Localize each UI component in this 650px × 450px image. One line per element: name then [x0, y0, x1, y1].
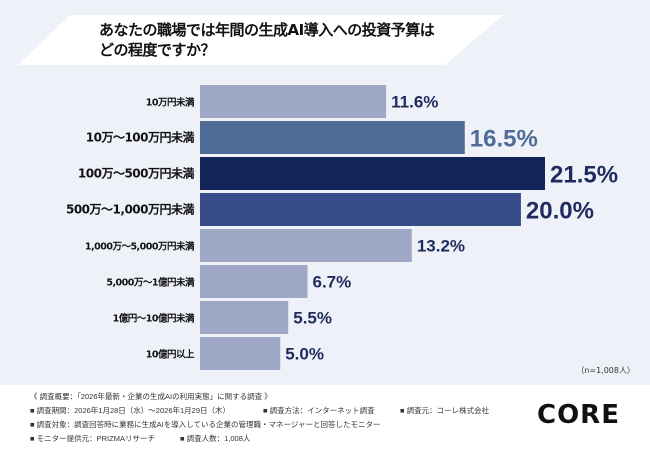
category-label: 500万～1,000万円未満 [66, 202, 195, 217]
bar [200, 265, 308, 298]
category-label: 1億円～10億円未満 [113, 313, 195, 325]
survey-method: ■ 調査方法：インターネット調査 [263, 406, 375, 415]
title-line-2: どの程度ですか？ [99, 41, 216, 59]
bar [200, 193, 521, 226]
bar [200, 301, 289, 334]
bar [200, 229, 412, 262]
bar [200, 337, 281, 370]
bar-chart: 10万円未満 11.6% 10万～100万円未満 16.5% 100万～500万円未満 2… [66, 85, 618, 370]
title-banner [18, 15, 503, 65]
value-label: 5.5% [293, 309, 332, 328]
category-label: 1,000万～5,000万円未満 [85, 241, 195, 253]
bar [200, 85, 387, 118]
category-label: 10万円未満 [146, 97, 195, 109]
chart-title: あなたの職場では年間の生成AI導入への投資予算は どの程度ですか？ [99, 20, 435, 60]
value-label: 16.5% [470, 126, 538, 153]
survey-provider: ■ モニター提供元：PRIZMAリサーチ [30, 434, 155, 443]
category-label: 10万～100万円未満 [86, 130, 195, 145]
survey-count: ■ 調査人数：1,008人 [180, 434, 251, 443]
footer: 《 調査概要：「2026年最新・企業の生成AIの利用実態」に関する調査 》 ■ … [0, 385, 650, 450]
bar [200, 121, 465, 154]
survey-period: ■ 調査期間：2026年1月28日（水）～2026年1月29日（木） [30, 406, 231, 415]
value-label: 13.2% [417, 237, 465, 256]
category-label: 10億円以上 [146, 349, 195, 361]
title-line-1: あなたの職場では年間の生成AI導入への投資予算は [99, 21, 435, 39]
value-label: 5.0% [285, 345, 324, 364]
value-label: 21.5% [550, 162, 618, 189]
core-logo: CORE [537, 400, 620, 430]
survey-source: ■ 調査元：コーレ株式会社 [400, 406, 490, 415]
value-label: 11.6% [391, 93, 438, 112]
bar [200, 157, 545, 190]
value-label: 6.7% [313, 273, 352, 292]
category-label: 100万～500万円未満 [78, 166, 195, 181]
survey-target: ■ 調査対象：調査回答時に業務に生成AIを導入している企業の管理職・マネージャー… [30, 420, 381, 429]
sample-size: （n=1,008人） [576, 366, 635, 375]
category-label: 5,000万～1億円未満 [106, 277, 195, 289]
value-label: 20.0% [526, 198, 594, 225]
survey-title: 《 調査概要：「2026年最新・企業の生成AIの利用実態」に関する調査 》 [30, 392, 272, 401]
